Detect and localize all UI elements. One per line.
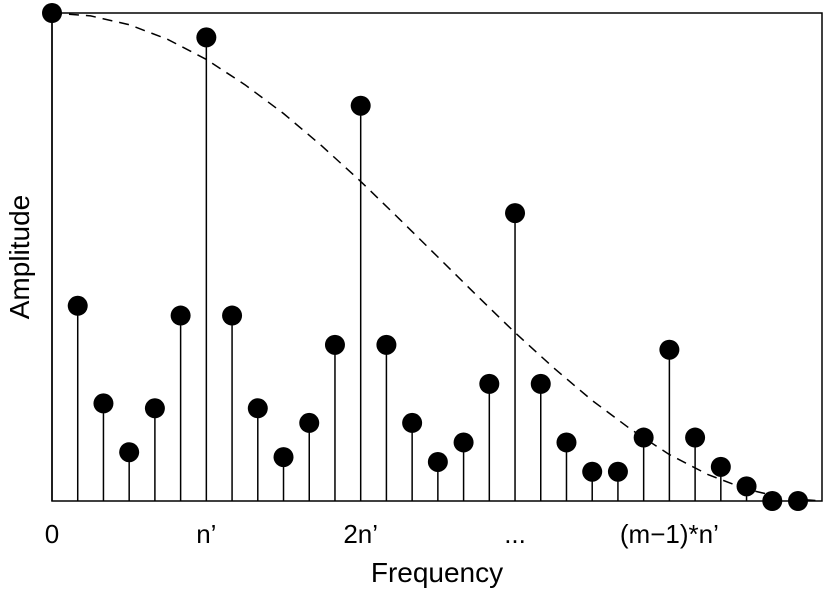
stem-marker [299,412,320,433]
stem-marker [222,305,243,326]
envelope-line [51,12,823,502]
stem-marker [556,432,577,453]
stem-marker [710,456,731,477]
stem-marker [788,491,808,511]
stem-marker [144,398,165,419]
stem-marker [93,393,114,414]
x-tick-label: n’ [196,519,216,549]
stem-marker [685,427,706,448]
stem-series [42,3,808,511]
stem-marker [762,491,783,511]
stem-marker [505,203,526,224]
x-tick-label: 2n’ [343,519,378,549]
stem-marker [633,427,654,448]
x-tick-labels: 0 n’ 2n’... (m−1)*n’ [45,519,719,549]
stem-marker [453,432,474,453]
x-tick-label: 0 [45,519,59,549]
stem-marker [119,442,140,463]
stem-marker [427,451,448,472]
stem-marker [324,334,345,355]
x-tick-label: (m−1)*n’ [620,519,719,549]
stem-marker [402,412,423,433]
stem-marker [530,373,551,394]
x-tick-label: ... [504,519,526,549]
stem-marker [607,461,628,482]
stem-marker [736,476,757,497]
stem-marker [42,3,62,23]
envelope-series [51,12,823,502]
stem-marker [273,447,294,468]
stem-marker [247,398,268,419]
stem-marker [170,305,191,326]
stem-marker [350,95,371,116]
x-axis-label: Frequency [371,557,503,588]
stem-marker [67,295,88,316]
stem-marker [196,27,217,48]
stem-marker [659,339,680,360]
y-axis-label: Amplitude [4,195,35,320]
stem-marker [479,373,500,394]
stem-marker [582,461,603,482]
stem-marker [376,334,397,355]
